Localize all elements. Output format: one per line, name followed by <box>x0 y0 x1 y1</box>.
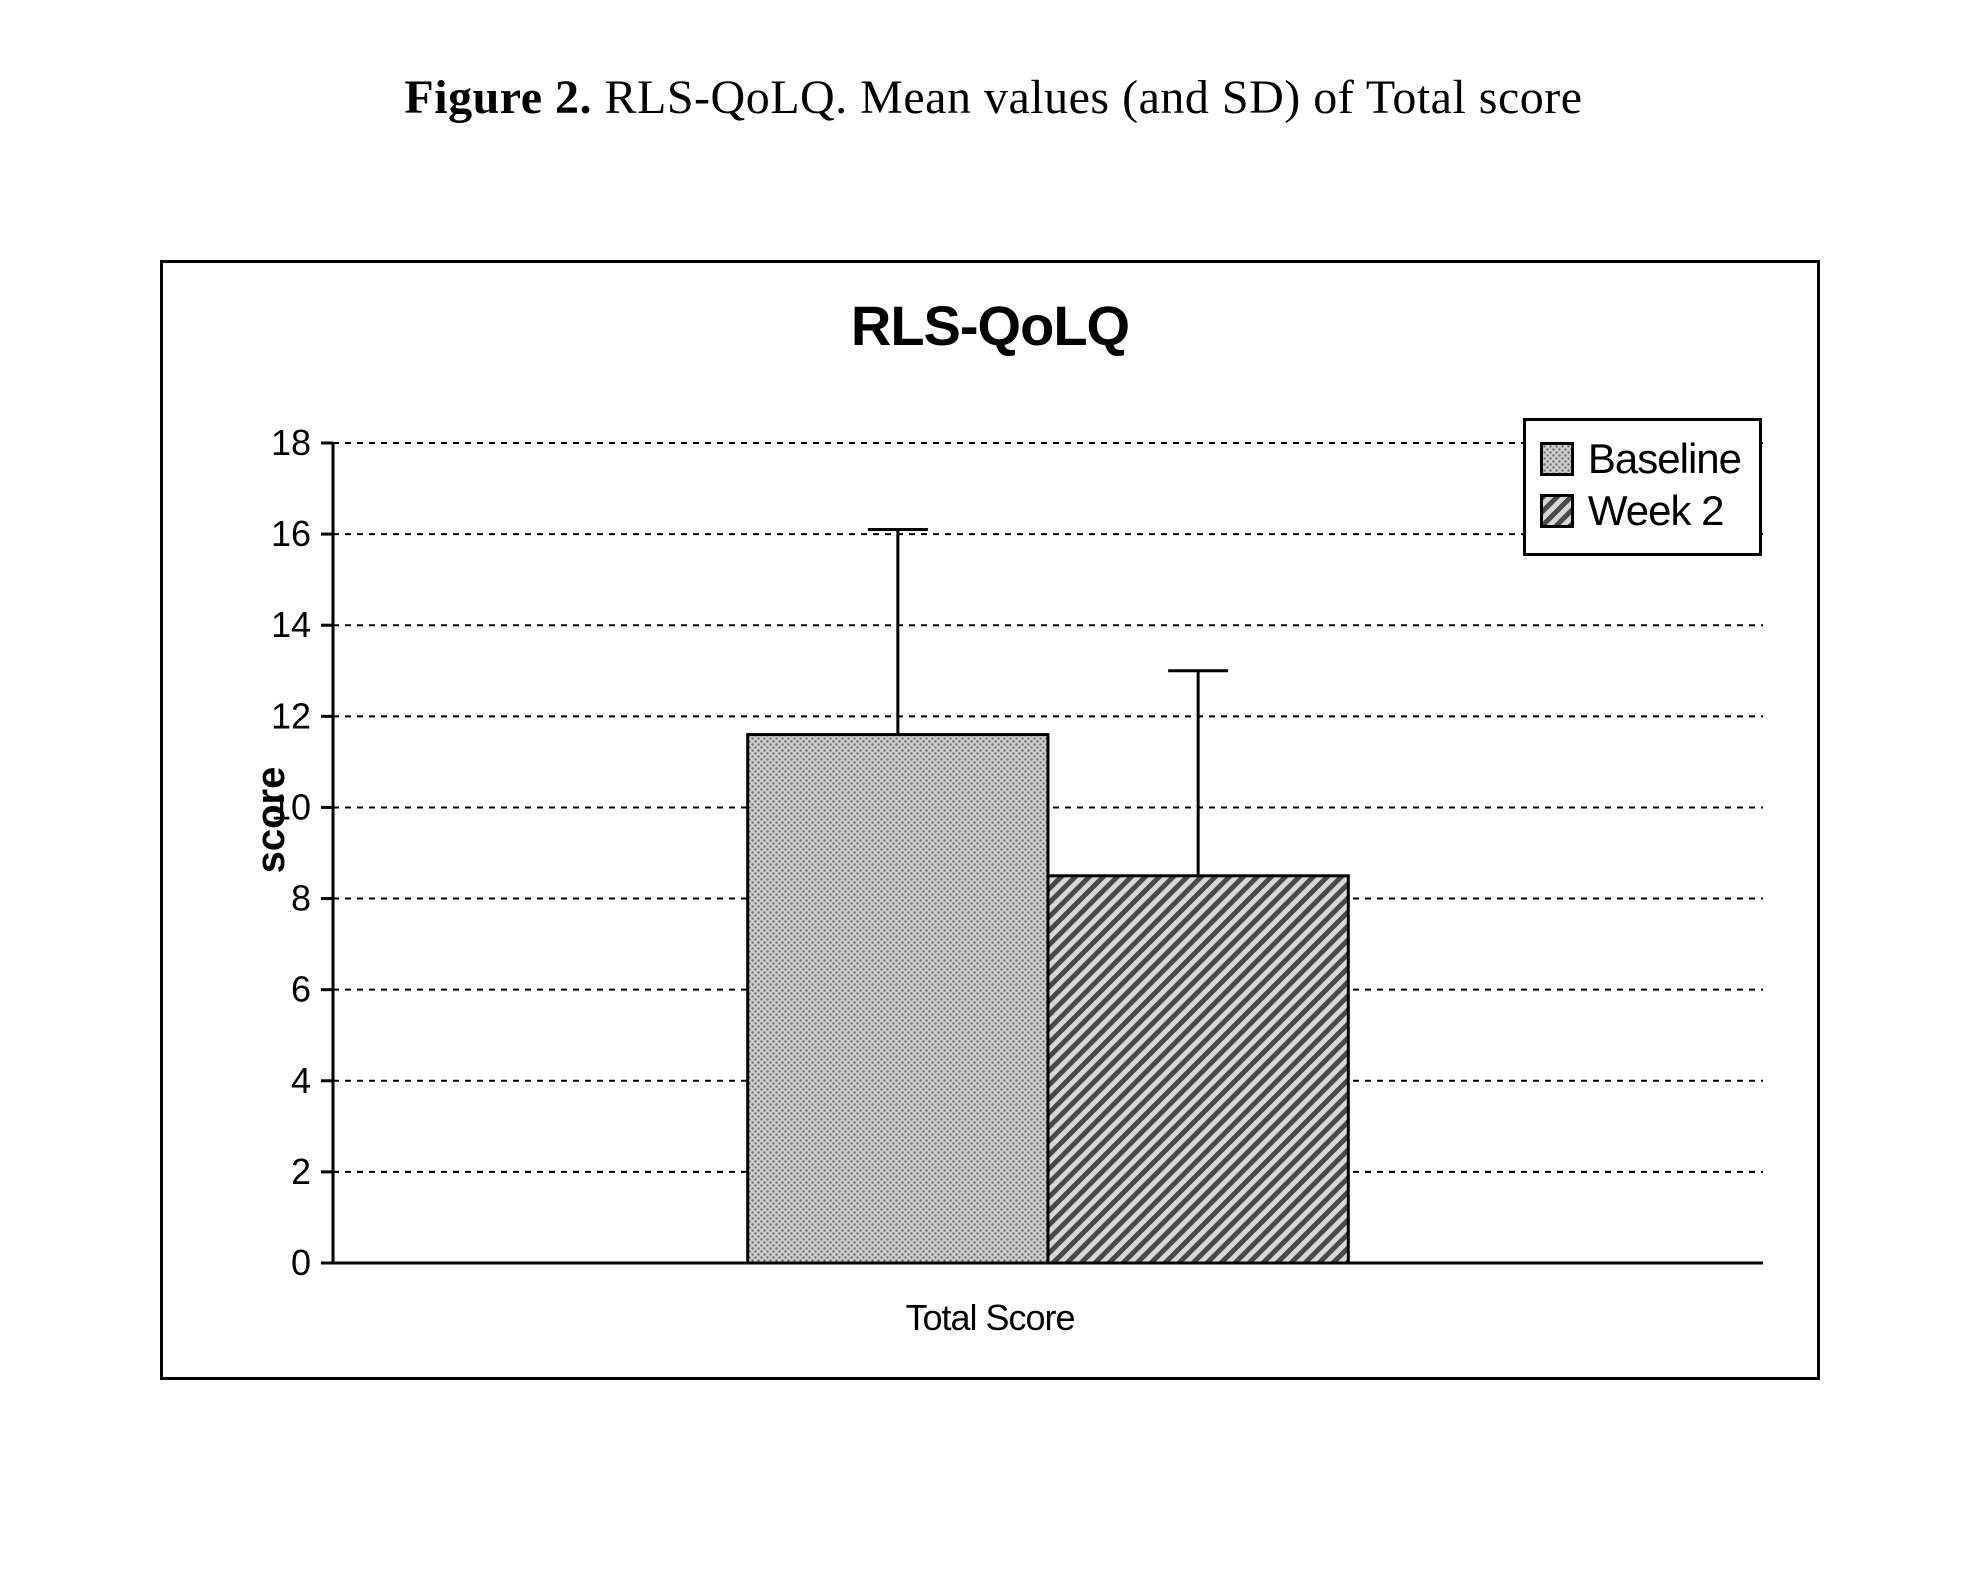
bars <box>748 735 1349 1263</box>
legend-label: Baseline <box>1588 435 1741 483</box>
page: Figure 2. RLS-QoLQ. Mean values (and SD)… <box>0 0 1987 1575</box>
y-tick-label: 18 <box>271 422 311 463</box>
y-tick-label: 4 <box>291 1060 311 1101</box>
legend-label: Week 2 <box>1588 487 1724 535</box>
y-tick-label: 14 <box>271 604 311 645</box>
y-tick-label: 6 <box>291 969 311 1010</box>
legend-swatch-baseline <box>1540 442 1574 476</box>
legend-item: Baseline <box>1540 435 1741 483</box>
figure-caption: Figure 2. RLS-QoLQ. Mean values (and SD)… <box>0 70 1987 125</box>
bar-week-2 <box>1048 876 1348 1263</box>
y-tick-label: 16 <box>271 513 311 554</box>
figure-label: Figure 2. <box>404 71 592 124</box>
chart-panel: RLS-QoLQ 024681012141618 score Total Sco… <box>160 260 1820 1380</box>
y-tick-label: 0 <box>291 1242 311 1283</box>
y-tick-label: 8 <box>291 878 311 919</box>
legend: Baseline Week 2 <box>1523 418 1762 556</box>
x-axis-label: Total Score <box>163 1297 1817 1339</box>
figure-caption-text: RLS-QoLQ. Mean values (and SD) of Total … <box>605 71 1583 124</box>
legend-swatch-week2 <box>1540 494 1574 528</box>
bar-baseline <box>748 735 1048 1263</box>
legend-item: Week 2 <box>1540 487 1741 535</box>
y-axis-label: score <box>249 767 294 874</box>
y-tick-label: 12 <box>271 695 311 736</box>
y-tick-label: 2 <box>291 1151 311 1192</box>
